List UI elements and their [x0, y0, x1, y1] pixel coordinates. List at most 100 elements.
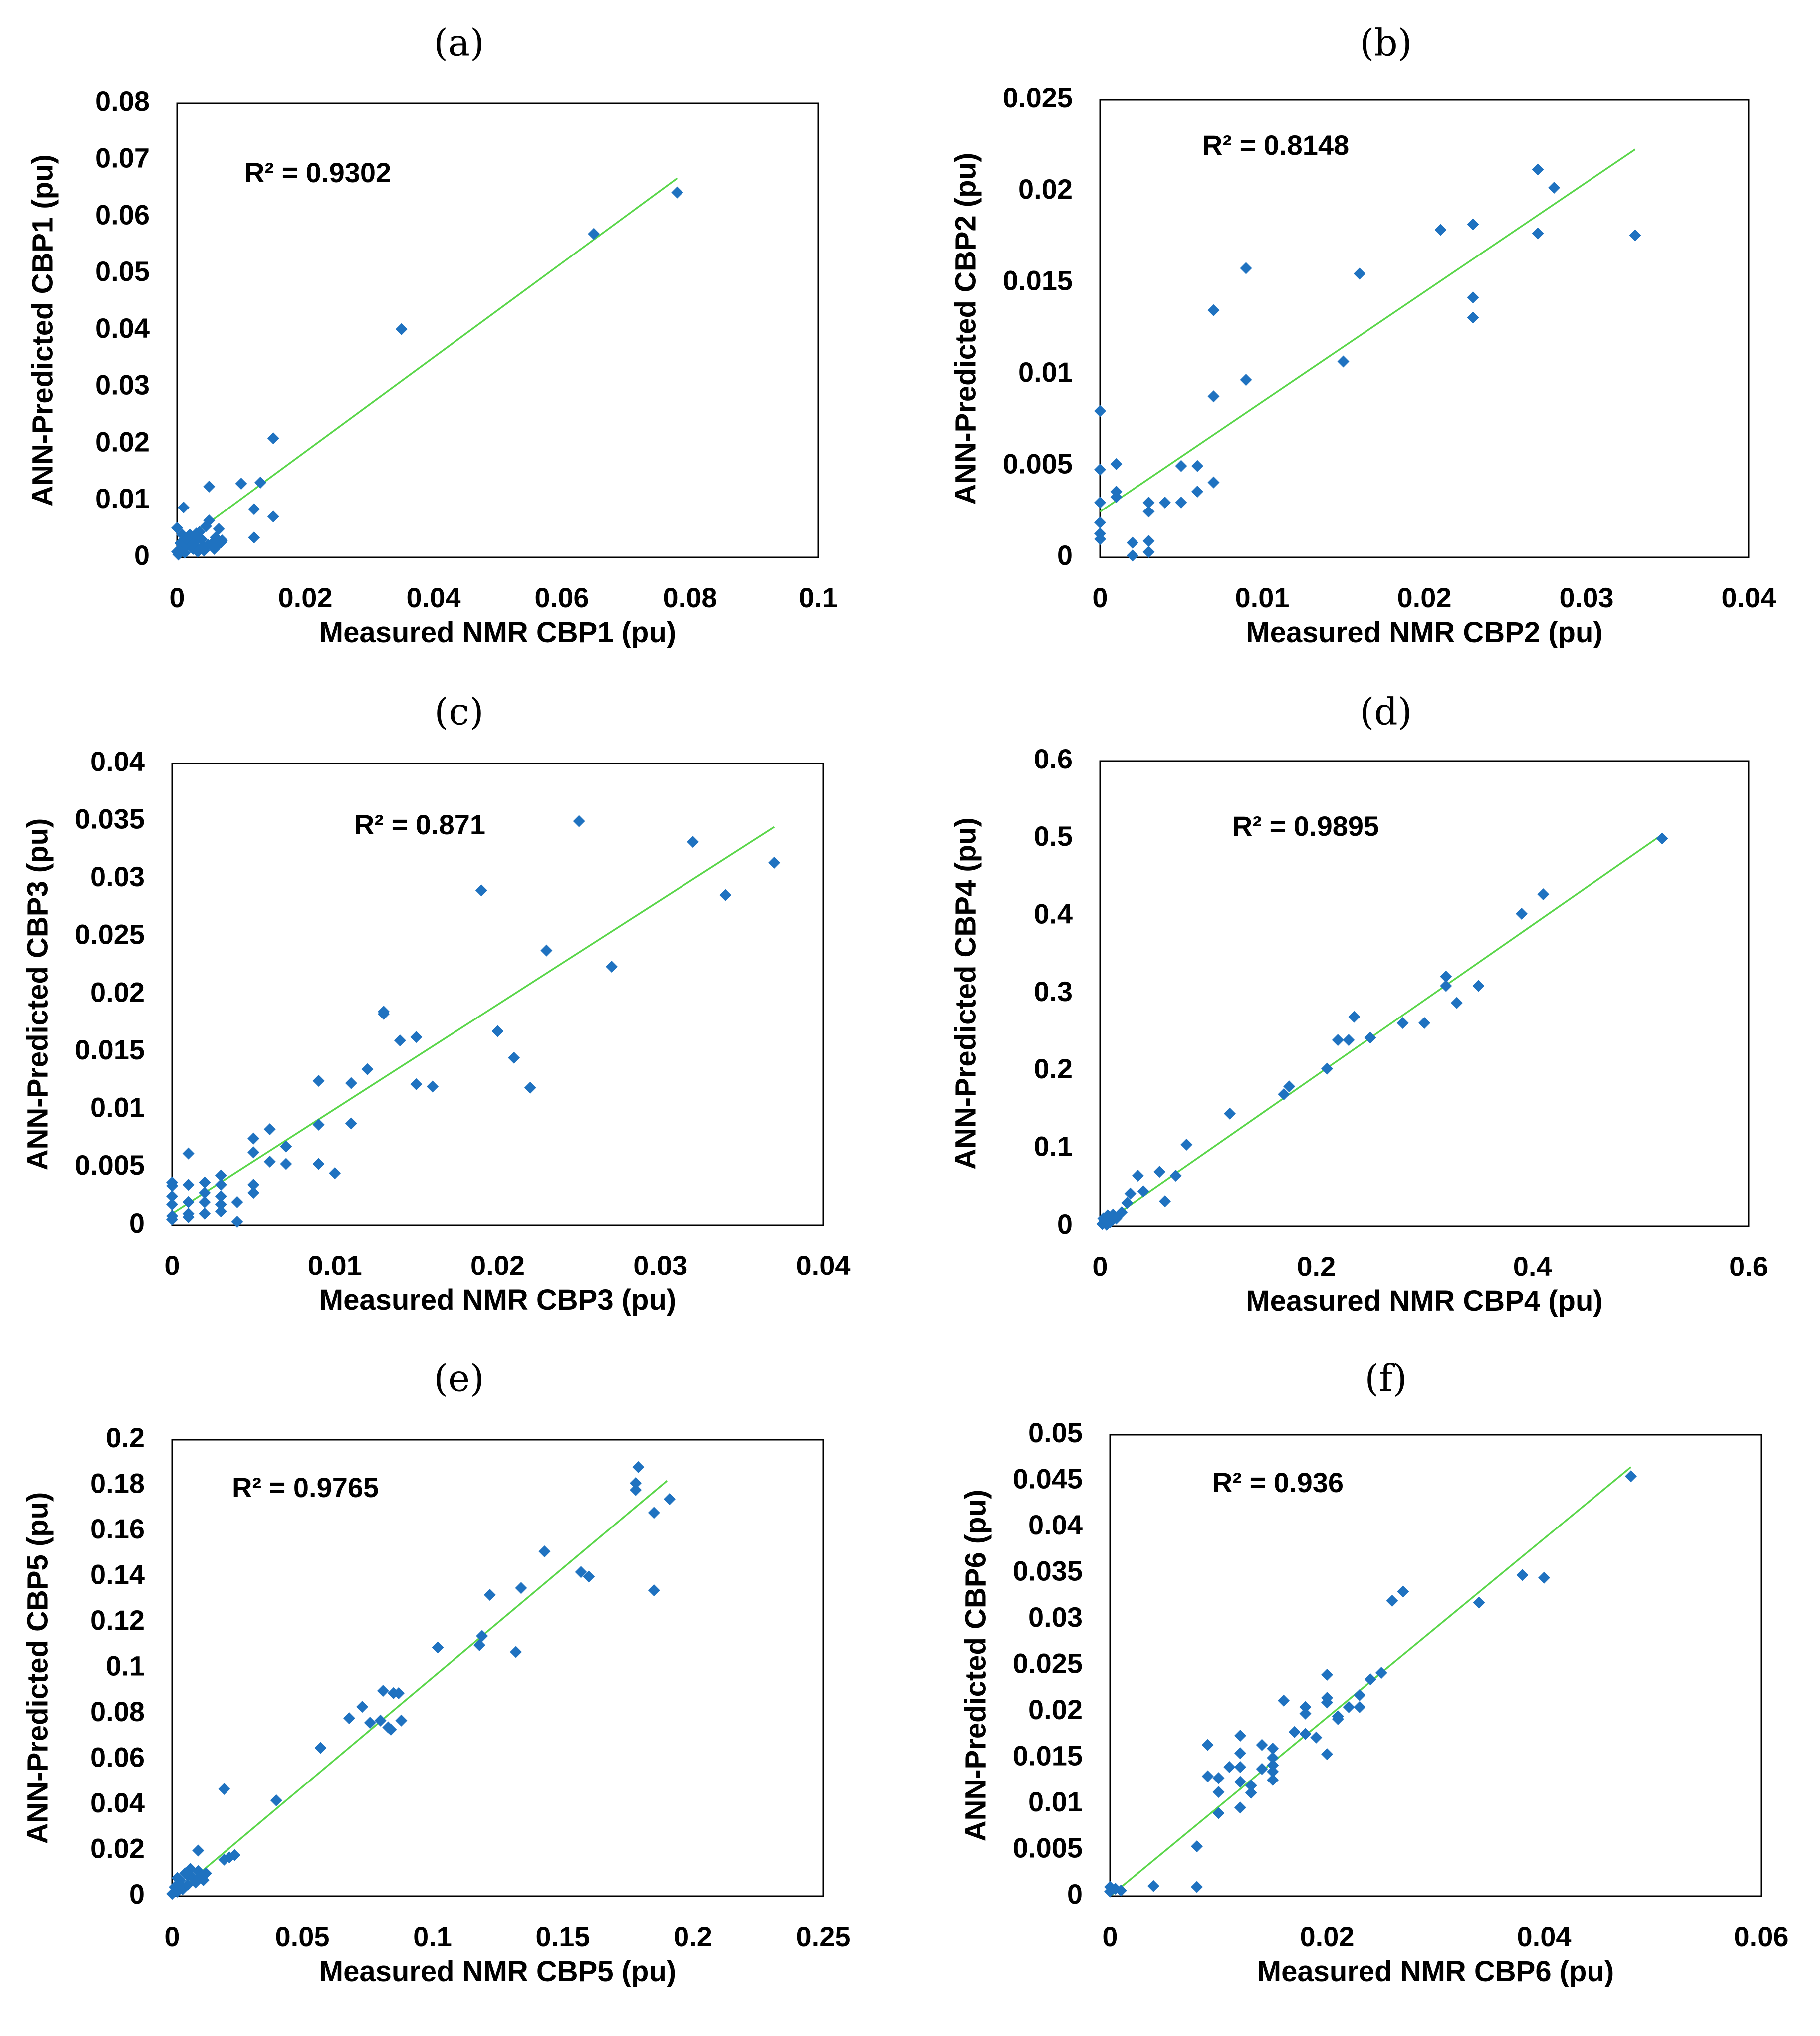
chart-panel-3: (c) 0 0.01 0.02 0.03 0.04 0 0.005 0.01 0.015 0.02 0…	[21, 690, 850, 1316]
chart-panel-5: (e) 0 0.05 0.1 0.15 0.2 0.25 0 0.02 0.04 0.06 0.08 0…	[21, 1357, 850, 1988]
data-point	[1267, 1743, 1279, 1755]
data-point	[199, 1207, 211, 1220]
data-point	[385, 1724, 397, 1736]
data-point	[343, 1712, 355, 1725]
data-point	[1267, 1759, 1279, 1772]
y-tick-label: 0.06	[90, 1741, 145, 1773]
y-axis-title: ANN-Predicted CBP3 (pu)	[21, 818, 54, 1171]
data-point	[648, 1507, 660, 1519]
trendline	[171, 1480, 668, 1897]
data-point	[171, 1872, 184, 1884]
x-tick-label: 0	[1092, 1251, 1108, 1282]
data-point	[524, 1081, 536, 1094]
data-point	[648, 1584, 660, 1596]
y-tick-label: 0.12	[90, 1604, 145, 1636]
chart-panel-1: (a) 0 0.02 0.04 0.06 0.08 0.1 0 0.01 0.02 0.03 0.04…	[26, 21, 838, 649]
data-point	[166, 1180, 178, 1192]
data-point	[1121, 1197, 1134, 1209]
data-point	[395, 1714, 408, 1727]
data-point	[1321, 1748, 1333, 1761]
x-tick-label: 0.4	[1513, 1251, 1552, 1282]
y-tick-label: 0.6	[1034, 743, 1073, 774]
data-point	[1110, 458, 1123, 470]
data-point	[1240, 374, 1252, 386]
x-tick-label: 0	[169, 582, 185, 613]
data-point	[263, 1155, 276, 1168]
data-point	[1434, 224, 1447, 236]
r-squared-label: R² = 0.9302	[244, 157, 391, 188]
data-point	[1234, 1730, 1246, 1742]
r-squared-label: R² = 0.9765	[232, 1472, 379, 1503]
x-tick-label: 0.6	[1729, 1251, 1768, 1282]
y-tick-label: 0.3	[1034, 976, 1073, 1007]
trendline	[1100, 148, 1636, 512]
x-axis-title: Measured NMR CBP3 (pu)	[319, 1284, 676, 1316]
data-point	[1223, 1761, 1236, 1773]
y-tick-label: 0.025	[1013, 1647, 1083, 1679]
data-point	[200, 1867, 212, 1880]
data-point	[1267, 1752, 1279, 1764]
y-tick-label: 0.045	[1013, 1463, 1083, 1494]
data-point	[1299, 1707, 1312, 1720]
data-point	[483, 1589, 496, 1601]
x-tick-label: 0.02	[278, 582, 333, 613]
data-point	[1343, 1701, 1355, 1713]
x-tick-label: 0.15	[536, 1921, 590, 1952]
data-point	[166, 1213, 178, 1226]
y-tick-label: 0.04	[1028, 1509, 1083, 1540]
x-axis-title: Measured NMR CBP2 (pu)	[1246, 616, 1602, 649]
data-point	[1321, 1669, 1333, 1681]
y-tick-label: 0	[1067, 1878, 1083, 1910]
data-point	[1212, 1807, 1225, 1819]
data-point	[1127, 536, 1138, 549]
data-point	[1180, 1138, 1193, 1151]
data-point	[476, 1630, 488, 1642]
data-point	[248, 531, 260, 544]
data-point	[1175, 460, 1187, 472]
data-point	[1267, 1766, 1279, 1778]
data-point	[199, 1196, 211, 1208]
data-point	[1207, 390, 1220, 403]
data-point	[248, 503, 260, 515]
y-tick-label: 0.02	[90, 1832, 145, 1864]
data-point	[215, 1205, 227, 1218]
data-point	[1159, 496, 1171, 509]
data-point	[473, 1639, 485, 1651]
panel-label: (d)	[1360, 690, 1412, 733]
data-point	[203, 514, 216, 527]
data-point	[1278, 1694, 1290, 1707]
data-point	[1467, 291, 1479, 304]
data-point	[588, 228, 600, 240]
data-point	[1516, 908, 1528, 920]
plot-area	[171, 763, 824, 1226]
x-tick-label: 0.1	[799, 582, 838, 613]
data-point	[179, 546, 191, 559]
data-point	[1321, 1696, 1333, 1709]
data-point	[312, 1158, 325, 1170]
data-point	[356, 1701, 369, 1713]
y-tick-label: 0.07	[95, 142, 150, 174]
data-point	[1175, 496, 1187, 509]
data-point	[1467, 218, 1479, 231]
data-point	[1234, 1801, 1246, 1814]
data-point	[361, 1063, 374, 1075]
y-tick-label: 0.01	[1018, 356, 1073, 388]
data-point	[475, 884, 487, 897]
plot-area	[176, 102, 819, 558]
y-tick-label: 0	[129, 1878, 145, 1910]
data-point	[427, 1080, 439, 1093]
data-point	[1094, 533, 1106, 545]
data-point	[215, 1190, 227, 1203]
x-tick-label: 0	[1102, 1921, 1118, 1952]
trendline	[172, 826, 775, 1215]
data-point	[1234, 1761, 1246, 1773]
data-point	[215, 536, 227, 549]
x-tick-label: 0.04	[1722, 582, 1776, 613]
data-point	[192, 1844, 205, 1857]
data-point	[1472, 980, 1485, 992]
x-tick-label: 0.01	[308, 1250, 362, 1281]
data-point	[410, 1031, 423, 1043]
y-tick-label: 0.015	[75, 1034, 145, 1065]
data-point	[280, 1140, 292, 1153]
y-tick-label: 0.2	[1034, 1053, 1073, 1084]
